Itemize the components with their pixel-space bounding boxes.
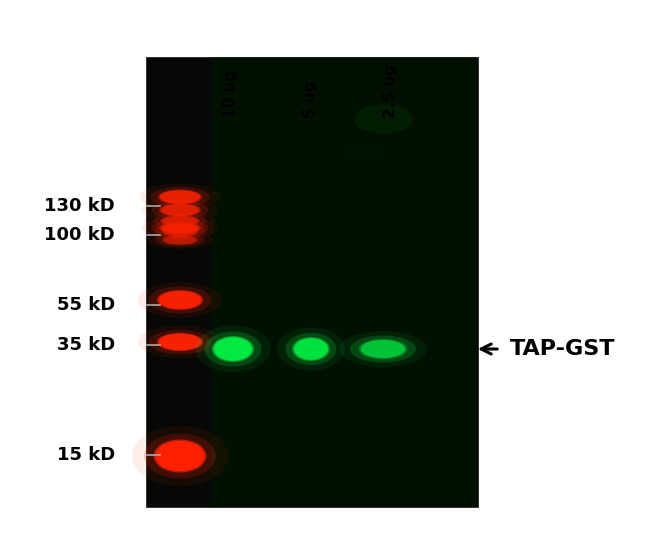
Ellipse shape	[354, 105, 413, 134]
Text: 15 kD: 15 kD	[57, 446, 115, 464]
Ellipse shape	[205, 332, 261, 366]
Ellipse shape	[159, 291, 201, 309]
Ellipse shape	[144, 434, 216, 479]
Ellipse shape	[151, 201, 209, 219]
Ellipse shape	[157, 333, 203, 351]
Ellipse shape	[150, 187, 210, 207]
Ellipse shape	[153, 213, 207, 229]
Bar	[211, 57, 478, 507]
Ellipse shape	[146, 221, 214, 242]
Ellipse shape	[159, 334, 201, 350]
Ellipse shape	[159, 222, 201, 234]
Ellipse shape	[162, 235, 198, 245]
Ellipse shape	[138, 326, 222, 358]
Ellipse shape	[155, 233, 205, 247]
Ellipse shape	[161, 204, 199, 216]
Text: 35 kD: 35 kD	[57, 336, 115, 354]
Ellipse shape	[361, 340, 405, 358]
Ellipse shape	[162, 216, 198, 226]
Ellipse shape	[160, 190, 200, 204]
Ellipse shape	[158, 190, 202, 204]
Ellipse shape	[161, 225, 199, 237]
Ellipse shape	[156, 441, 204, 471]
Ellipse shape	[142, 217, 218, 238]
Ellipse shape	[140, 184, 220, 210]
Text: 130 kD: 130 kD	[44, 197, 115, 215]
Text: 55 kD: 55 kD	[57, 296, 115, 314]
Ellipse shape	[294, 338, 328, 360]
Ellipse shape	[138, 282, 222, 318]
Ellipse shape	[159, 203, 201, 217]
Ellipse shape	[151, 220, 209, 236]
Ellipse shape	[350, 335, 416, 363]
Text: TAP-GST: TAP-GST	[510, 339, 616, 359]
Ellipse shape	[339, 331, 427, 367]
Text: 5 ug: 5 ug	[302, 81, 317, 118]
Ellipse shape	[148, 330, 211, 354]
Text: 100 kD: 100 kD	[44, 226, 115, 244]
Ellipse shape	[214, 337, 252, 360]
Ellipse shape	[348, 144, 380, 160]
Ellipse shape	[195, 326, 271, 372]
Ellipse shape	[157, 290, 203, 310]
Ellipse shape	[132, 426, 228, 486]
Ellipse shape	[148, 287, 211, 313]
Ellipse shape	[161, 223, 199, 233]
Ellipse shape	[277, 327, 345, 371]
Ellipse shape	[212, 336, 254, 362]
Ellipse shape	[142, 198, 218, 222]
Ellipse shape	[155, 223, 205, 239]
Ellipse shape	[359, 339, 407, 359]
Ellipse shape	[144, 210, 216, 231]
Ellipse shape	[160, 215, 200, 227]
Text: 10 ug: 10 ug	[222, 70, 237, 118]
Text: 2.5 ug: 2.5 ug	[382, 64, 398, 118]
Ellipse shape	[164, 236, 196, 244]
Ellipse shape	[285, 333, 337, 365]
Ellipse shape	[292, 337, 330, 361]
Ellipse shape	[163, 226, 197, 236]
Ellipse shape	[147, 231, 213, 249]
FancyBboxPatch shape	[146, 57, 478, 507]
Ellipse shape	[153, 440, 207, 473]
